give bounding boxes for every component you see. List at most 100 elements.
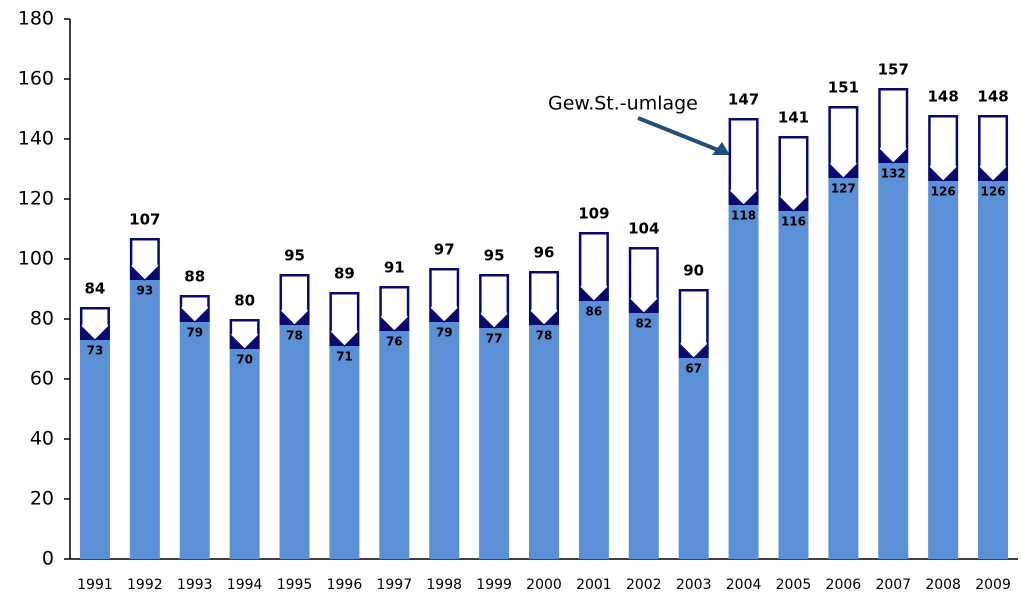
net-label: 116 xyxy=(781,215,806,229)
decline-arrow xyxy=(579,233,609,302)
x-tick-label: 1994 xyxy=(227,577,263,593)
gross-label: 157 xyxy=(878,61,909,79)
net-label: 78 xyxy=(286,329,303,343)
net-label: 79 xyxy=(436,326,453,340)
gross-label: 90 xyxy=(683,262,704,280)
net-label: 82 xyxy=(635,317,652,331)
net-label: 127 xyxy=(831,182,856,196)
net-bar xyxy=(329,346,360,559)
net-label: 79 xyxy=(186,326,203,340)
net-bar xyxy=(928,181,959,559)
gross-label: 104 xyxy=(628,220,659,238)
net-bar xyxy=(828,178,859,559)
gross-label: 148 xyxy=(977,88,1008,106)
net-label: 73 xyxy=(87,344,104,358)
annotation: Gew.St.-umlage xyxy=(548,93,698,115)
net-bar xyxy=(529,325,559,559)
gross-label: 84 xyxy=(85,280,106,298)
net-label: 93 xyxy=(136,284,153,298)
net-bar xyxy=(728,205,759,559)
net-label: 70 xyxy=(236,353,253,367)
net-bar xyxy=(229,349,260,559)
gross-label: 147 xyxy=(728,91,759,109)
decline-arrow xyxy=(978,116,1008,182)
x-tick-label: 1992 xyxy=(127,577,163,593)
x-tick-label: 2000 xyxy=(526,577,562,593)
net-bar xyxy=(778,211,809,559)
decline-arrow xyxy=(429,269,459,323)
y-tick-label: 80 xyxy=(30,308,54,330)
decline-arrow xyxy=(679,290,709,359)
y-tick-label: 20 xyxy=(30,488,54,510)
net-label: 78 xyxy=(536,329,553,343)
decline-arrow xyxy=(878,89,908,164)
net-label: 126 xyxy=(931,185,956,199)
decline-arrow xyxy=(728,119,759,206)
decline-arrow xyxy=(379,287,409,332)
net-label: 67 xyxy=(685,362,702,376)
y-tick-label: 0 xyxy=(42,548,54,570)
y-tick-label: 40 xyxy=(30,428,54,450)
net-bar xyxy=(429,322,460,559)
decline-arrow xyxy=(80,308,110,341)
net-bar xyxy=(878,163,909,559)
net-label: 76 xyxy=(386,335,403,349)
y-tick-label: 60 xyxy=(30,368,54,390)
decline-arrow xyxy=(778,137,809,212)
gross-label: 80 xyxy=(234,292,255,310)
decline-arrow xyxy=(230,320,260,350)
x-tick-label: 2001 xyxy=(576,577,612,593)
x-tick-label: 2008 xyxy=(925,577,961,593)
annotation-arrow xyxy=(637,116,719,152)
decline-arrow xyxy=(479,275,509,329)
decline-arrow xyxy=(180,296,210,323)
net-bar xyxy=(628,313,659,559)
decline-arrow xyxy=(329,293,360,347)
gross-label: 88 xyxy=(184,268,205,286)
net-bar xyxy=(578,301,609,559)
gross-label: 95 xyxy=(284,247,305,265)
net-bar xyxy=(479,328,510,559)
net-bar xyxy=(279,325,310,559)
net-label: 71 xyxy=(336,350,353,364)
x-tick-label: 2009 xyxy=(975,577,1011,593)
gross-label: 89 xyxy=(334,265,355,283)
x-tick-label: 1993 xyxy=(177,577,213,593)
decline-arrow xyxy=(529,272,559,326)
net-label: 118 xyxy=(731,209,756,223)
gross-label: 91 xyxy=(384,259,405,277)
net-bar xyxy=(678,358,709,559)
x-tick-label: 1998 xyxy=(426,577,462,593)
x-tick-label: 2007 xyxy=(875,577,911,593)
x-tick-label: 1995 xyxy=(277,577,313,593)
y-tick-label: 100 xyxy=(18,248,54,270)
x-tick-label: 1991 xyxy=(77,577,113,593)
decline-arrow xyxy=(130,239,160,281)
net-bar xyxy=(978,181,1009,559)
gross-label: 95 xyxy=(484,247,505,265)
net-bar xyxy=(129,280,160,559)
x-tick-label: 2006 xyxy=(826,577,862,593)
x-tick-label: 1999 xyxy=(476,577,512,593)
y-tick-label: 120 xyxy=(18,188,54,210)
net-bar xyxy=(379,331,410,559)
gross-label: 107 xyxy=(129,211,160,229)
decline-arrow xyxy=(629,248,659,314)
decline-arrow xyxy=(828,107,858,179)
net-label: 126 xyxy=(981,185,1006,199)
y-tick-label: 140 xyxy=(18,128,54,150)
decline-arrow xyxy=(928,116,958,182)
net-label: 132 xyxy=(881,167,906,181)
x-tick-label: 2005 xyxy=(776,577,812,593)
decline-arrow xyxy=(279,275,310,326)
net-label: 86 xyxy=(586,305,603,319)
gross-label: 109 xyxy=(578,205,609,223)
net-bar xyxy=(79,340,110,559)
x-tick-label: 1996 xyxy=(327,577,363,593)
x-tick-label: 2002 xyxy=(626,577,662,593)
gross-label: 151 xyxy=(828,79,859,97)
gross-label: 96 xyxy=(534,244,555,262)
gross-label: 97 xyxy=(434,241,455,259)
y-tick-label: 180 xyxy=(18,8,54,30)
